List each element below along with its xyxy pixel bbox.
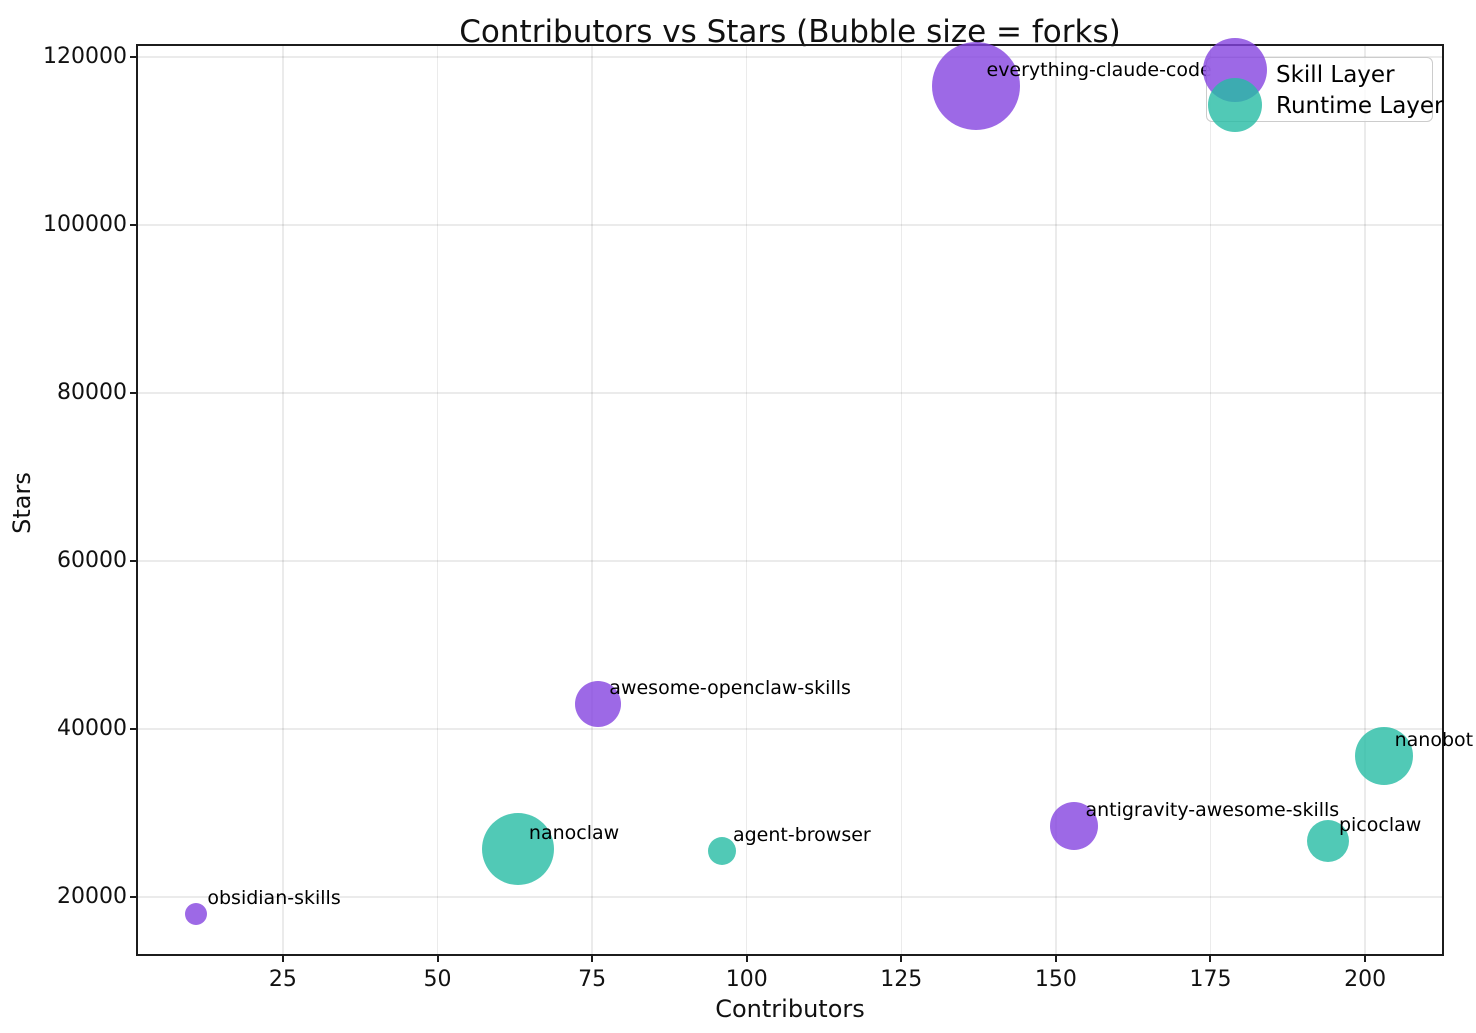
bubble-antigravity-awesome-skills xyxy=(1050,802,1099,851)
x-tick-100 xyxy=(745,955,748,962)
y-tick-60000 xyxy=(130,559,137,562)
bubble-awesome-openclaw-skills xyxy=(575,680,622,727)
y-tick-80000 xyxy=(130,391,137,394)
point-label-awesome-openclaw-skills: awesome-openclaw-skills xyxy=(609,676,851,699)
legend-label-skill-layer: Skill Layer xyxy=(1276,62,1395,88)
bubble-obsidian-skills xyxy=(185,902,208,925)
gridline-x-75 xyxy=(591,45,593,955)
bubble-agent-browser xyxy=(707,837,736,866)
y-tick-100000 xyxy=(130,223,137,226)
point-label-nanoclaw: nanoclaw xyxy=(528,821,620,844)
gridline-x-100 xyxy=(745,45,748,955)
x-tick-label-75: 75 xyxy=(578,967,607,992)
gridline-x-25 xyxy=(282,45,284,955)
x-tick-label-50: 50 xyxy=(423,967,452,992)
bubble-picoclaw xyxy=(1306,820,1349,863)
gridline-y-100000 xyxy=(137,224,1443,226)
x-tick-label-125: 125 xyxy=(880,967,923,992)
y-tick-label-20000: 20000 xyxy=(57,883,127,909)
bubble-everything-claude-code xyxy=(931,42,1020,131)
y-tick-label-100000: 100000 xyxy=(43,211,127,237)
x-tick-label-150: 150 xyxy=(1034,967,1077,992)
y-tick-120000 xyxy=(130,55,137,58)
gridline-x-150 xyxy=(1055,45,1057,955)
y-tick-20000 xyxy=(130,895,137,898)
x-tick-75 xyxy=(591,955,594,962)
y-axis-label: Stars xyxy=(8,472,36,534)
gridline-y-120000 xyxy=(137,56,1443,58)
point-label-everything-claude-code: everything-claude-code xyxy=(986,59,1212,82)
x-tick-50 xyxy=(436,955,439,962)
y-tick-label-80000: 80000 xyxy=(57,379,127,405)
x-tick-175 xyxy=(1209,955,1212,962)
y-tick-label-120000: 120000 xyxy=(43,43,127,69)
x-tick-label-200: 200 xyxy=(1344,967,1387,992)
gridline-x-50 xyxy=(436,45,439,955)
bubble-nanoclaw xyxy=(481,812,554,885)
y-tick-label-40000: 40000 xyxy=(57,715,127,741)
point-label-obsidian-skills: obsidian-skills xyxy=(207,886,341,909)
x-tick-125 xyxy=(900,955,903,962)
gridline-x-175 xyxy=(1209,45,1212,955)
x-tick-200 xyxy=(1364,955,1367,962)
point-label-antigravity-awesome-skills: antigravity-awesome-skills xyxy=(1085,799,1340,822)
x-axis-label: Contributors xyxy=(715,995,865,1023)
x-tick-label-100: 100 xyxy=(725,967,768,992)
point-label-picoclaw: picoclaw xyxy=(1338,814,1422,837)
x-tick-label-175: 175 xyxy=(1189,967,1232,992)
y-tick-label-60000: 60000 xyxy=(57,547,127,573)
gridline-x-125 xyxy=(900,45,903,955)
point-label-nanobot: nanobot xyxy=(1394,728,1474,751)
y-tick-40000 xyxy=(130,727,137,730)
x-tick-label-25: 25 xyxy=(268,967,297,992)
gridline-x-200 xyxy=(1364,45,1366,955)
point-label-agent-browser: agent-browser xyxy=(732,824,871,847)
x-tick-25 xyxy=(281,955,284,962)
gridline-y-20000 xyxy=(137,896,1443,898)
legend-label-runtime-layer: Runtime Layer xyxy=(1276,93,1444,119)
gridline-y-60000 xyxy=(137,560,1443,562)
x-tick-150 xyxy=(1054,955,1057,962)
legend-marker-runtime-layer-icon xyxy=(1208,78,1262,132)
bubble-nanobot xyxy=(1354,726,1413,785)
gridline-y-80000 xyxy=(137,392,1443,394)
gridline-y-40000 xyxy=(137,728,1443,730)
